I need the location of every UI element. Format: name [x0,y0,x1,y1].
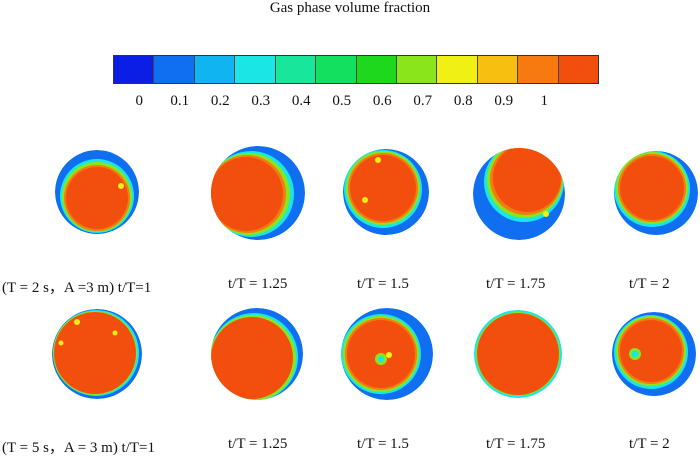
row2-label-t2: t/T = 2 [629,436,670,452]
colorbar-tick-label: 0 [135,93,144,109]
colorbar-swatch [154,56,195,83]
row1-label-t1.75: t/T = 1.75 [486,276,546,292]
row2-label-t1.25: t/T = 1.25 [228,436,288,452]
colorbar-swatch [518,56,559,83]
section-row1-t1 [55,150,139,234]
row1-label-t1.25: t/T = 1.25 [228,276,288,292]
section-row1-t1.5 [343,149,429,235]
section-row2-t1 [52,309,142,399]
colorbar-tick-label: 0.1 [170,93,190,109]
colorbar-swatch [437,56,478,83]
row2-label-t1.5: t/T = 1.5 [357,436,409,452]
row2-case-label: (T = 5 s，A = 3 m) t/T=1 [2,440,156,456]
section-row1-t2 [614,151,698,235]
colorbar-tick-label: 0.3 [251,93,271,109]
colorbar-tick-label: 0.8 [453,93,473,109]
colorbar-swatch [114,56,155,83]
colorbar-tick-label: 0.4 [291,93,311,109]
colorbar-tick-label: 0.6 [372,93,392,109]
colorbar-swatch [558,56,599,83]
row1-case-label: (T = 2 s，A =3 m) t/T=1 [2,280,152,296]
colorbar-tick-label: 0.2 [210,93,230,109]
section-row2-t1.75 [474,310,562,398]
section-row1-t1.75 [473,148,565,240]
colorbar-swatch [235,56,276,83]
colorbar-tick-label: 0.5 [332,93,352,109]
row1-label-t1.5: t/T = 1.5 [357,276,409,292]
colorbar-swatch [477,56,519,83]
colorbar-swatch [316,56,357,83]
section-row1-t1.25 [211,146,305,240]
section-row2-t1.5 [341,308,433,400]
row2-label-t1.75: t/T = 1.75 [486,436,546,452]
colorbar-swatch [275,56,317,83]
colorbar-swatch [356,56,397,83]
colorbar-swatch [194,56,236,83]
colorbar-tick-label: 0.9 [494,93,514,109]
section-row2-t2 [612,312,696,396]
colorbar [113,55,599,84]
colorbar-swatch [396,56,438,83]
legend-title: Gas phase volume fraction [269,0,431,16]
section-row2-t1.25 [211,308,303,400]
colorbar-tick-label: 1 [540,93,549,109]
colorbar-tick-label: 0.7 [413,93,433,109]
row1-label-t2: t/T = 2 [629,276,670,292]
